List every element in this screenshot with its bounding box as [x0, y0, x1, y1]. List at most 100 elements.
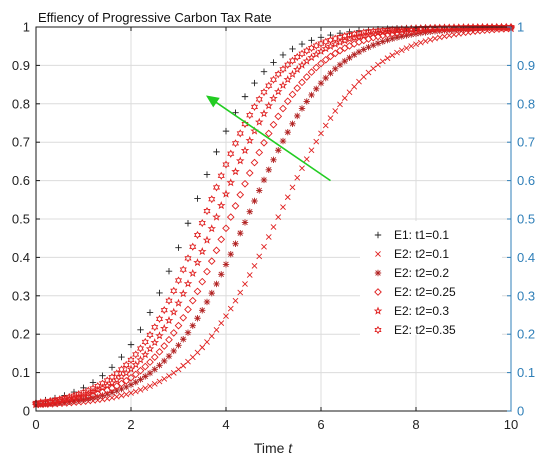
- marker-shape: [270, 224, 277, 230]
- data-point: [169, 329, 178, 337]
- marker-shape: [269, 75, 278, 84]
- y-tick-label-right: 0: [517, 404, 524, 419]
- marker-shape: [312, 63, 321, 72]
- data-point: [321, 55, 330, 64]
- data-point: [279, 104, 287, 113]
- marker-shape: [246, 111, 254, 120]
- marker-shape: [147, 383, 153, 389]
- marker-shape: [313, 85, 320, 93]
- legend: E1: t1=0.1 E2: t2=0.1 E2: t2=0.2 E2: t2=0.2…: [360, 221, 502, 337]
- marker-shape: [269, 120, 278, 129]
- data-point: [193, 230, 202, 240]
- data-point: [108, 373, 116, 382]
- data-point: [194, 349, 201, 356]
- data-point: [117, 365, 126, 374]
- marker-shape: [374, 325, 382, 335]
- data-point: [198, 218, 206, 228]
- data-point: [231, 139, 240, 148]
- marker-shape: [174, 276, 183, 285]
- legend-marker: [374, 288, 382, 296]
- data-point: [165, 296, 173, 305]
- data-point: [398, 33, 405, 40]
- data-point: [427, 36, 434, 43]
- marker-shape: [99, 396, 106, 403]
- marker-shape: [136, 366, 145, 375]
- marker-shape: [308, 37, 315, 44]
- marker-shape: [297, 60, 307, 69]
- data-point: [232, 297, 239, 304]
- y-tick-label-right: 0.5: [517, 212, 535, 227]
- marker-shape: [112, 382, 121, 390]
- marker-shape: [174, 298, 183, 307]
- data-point: [155, 331, 164, 340]
- data-point: [203, 298, 211, 306]
- data-point: [118, 353, 125, 361]
- data-point: [389, 52, 396, 59]
- data-point: [298, 40, 306, 48]
- data-point: [356, 78, 362, 85]
- data-point: [297, 60, 307, 69]
- marker-shape: [208, 289, 215, 297]
- data-point: [151, 323, 159, 332]
- data-point: [202, 235, 212, 244]
- data-point: [132, 350, 140, 359]
- marker-shape: [322, 122, 329, 129]
- data-point: [189, 354, 196, 361]
- marker-shape: [311, 49, 321, 58]
- marker-shape: [441, 33, 448, 40]
- marker-shape: [222, 261, 230, 268]
- marker-shape: [127, 381, 135, 388]
- marker-shape: [422, 29, 429, 36]
- data-point: [455, 31, 462, 37]
- marker-shape: [340, 36, 350, 45]
- data-point: [403, 45, 410, 51]
- marker-shape: [66, 398, 73, 405]
- marker-shape: [136, 344, 145, 353]
- marker-shape: [199, 307, 206, 314]
- marker-shape: [212, 246, 221, 255]
- marker-shape: [193, 230, 202, 240]
- marker-shape: [165, 267, 173, 275]
- y-tick-label-right: 0.2: [517, 327, 535, 342]
- marker-shape: [184, 329, 192, 336]
- data-point: [227, 305, 234, 312]
- marker-shape: [213, 280, 220, 288]
- marker-shape: [316, 46, 326, 55]
- data-point: [303, 156, 310, 162]
- data-point: [245, 136, 255, 145]
- marker-shape: [198, 218, 206, 228]
- marker-shape: [294, 174, 301, 181]
- data-point: [398, 47, 405, 54]
- marker-shape: [118, 385, 125, 393]
- data-point: [170, 286, 178, 295]
- y-tick-label-left: 0.4: [12, 250, 30, 265]
- marker-shape: [160, 306, 168, 315]
- marker-shape: [80, 396, 87, 403]
- data-point: [131, 360, 141, 369]
- marker-shape: [180, 362, 187, 369]
- x-tick-label: 10: [504, 417, 518, 432]
- data-point: [255, 95, 263, 104]
- data-point: [432, 35, 438, 42]
- marker-shape: [250, 102, 259, 112]
- data-point: [313, 138, 320, 145]
- data-point: [170, 347, 177, 355]
- marker-shape: [146, 369, 154, 377]
- data-point: [180, 362, 187, 369]
- data-point: [184, 329, 192, 336]
- marker-shape: [156, 362, 163, 369]
- data-point: [260, 176, 268, 184]
- marker-shape: [245, 169, 254, 177]
- data-point: [332, 65, 339, 73]
- marker-shape: [161, 375, 168, 382]
- marker-shape: [322, 74, 329, 82]
- y-tick-label-left: 0.6: [12, 173, 30, 188]
- marker-shape: [256, 253, 263, 260]
- data-point: [259, 109, 269, 118]
- data-point: [317, 34, 325, 41]
- marker-shape: [308, 91, 315, 99]
- data-point: [441, 33, 448, 40]
- marker-shape: [207, 257, 216, 265]
- marker-shape: [235, 156, 245, 165]
